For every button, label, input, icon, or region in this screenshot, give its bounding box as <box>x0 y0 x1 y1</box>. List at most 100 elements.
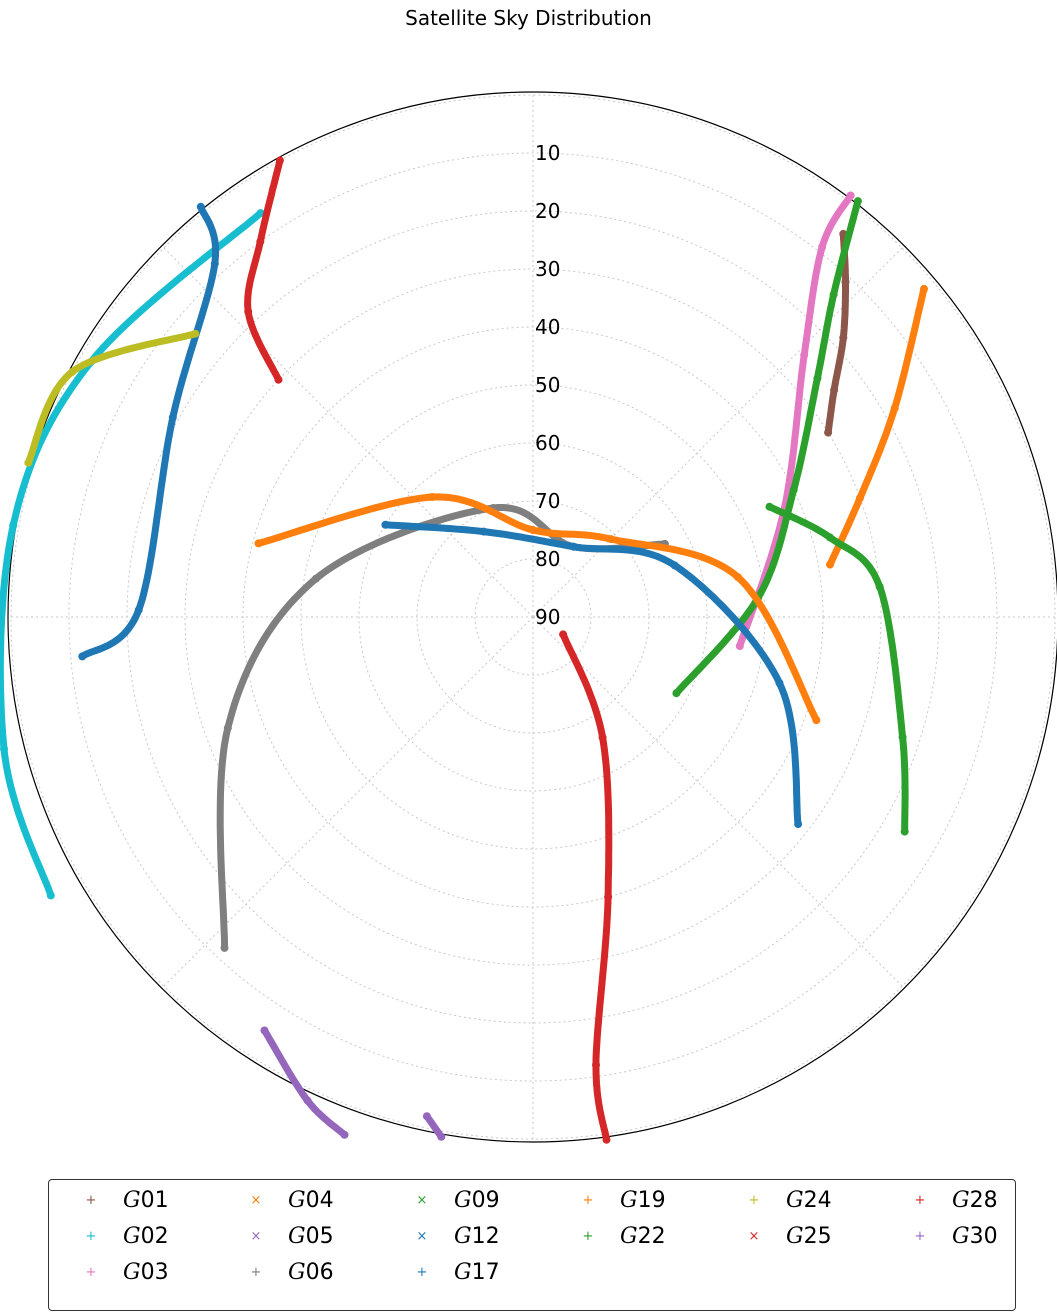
track-point-g25 <box>274 375 283 384</box>
track-point-g06 <box>311 574 320 583</box>
legend-label: G01 <box>123 1187 169 1213</box>
track-g28 <box>559 630 613 1144</box>
track-g22 <box>765 502 909 836</box>
track-point-g22 <box>875 582 884 591</box>
track-point-g28 <box>559 630 568 639</box>
track-point-g01 <box>830 386 839 395</box>
track-point-g09 <box>813 374 822 383</box>
track-point-g17 <box>168 413 177 422</box>
sky-plot: 90 80 70 60 50 40 30 20 10 <box>0 91 1057 1144</box>
legend-marker: + <box>914 1192 926 1208</box>
elevation-tick-labels: 90 80 70 60 50 40 30 20 10 <box>535 141 560 629</box>
track-point-g24 <box>191 329 200 338</box>
track-line-g17 <box>78 203 220 660</box>
track-point-g05 <box>340 1130 349 1139</box>
track-point-g30 <box>437 1132 446 1141</box>
track-point-g03 <box>800 351 809 360</box>
legend-entry-g02: + G02 <box>71 1221 169 1251</box>
track-point-g05 <box>260 1026 269 1035</box>
grid-circle <box>184 268 882 966</box>
track-point-g04 <box>856 494 864 502</box>
legend-entry-g30: + G30 <box>900 1221 998 1251</box>
track-point-g01 <box>824 428 833 437</box>
track-point-g12 <box>775 679 784 688</box>
legend-marker: + <box>748 1192 760 1208</box>
track-point-g04 <box>920 284 928 293</box>
legend-marker: + <box>582 1228 594 1244</box>
track-point-g02 <box>9 521 18 530</box>
track-point-g19 <box>606 535 615 544</box>
legend-label: G06 <box>288 1259 334 1285</box>
legend-entry-g01: + G01 <box>71 1185 169 1215</box>
legend-label: G02 <box>123 1223 169 1249</box>
track-g12 <box>381 520 803 829</box>
track-point-g17 <box>78 652 87 661</box>
track-point-g22 <box>900 827 909 836</box>
track-point-g22 <box>765 502 774 511</box>
track-point-g25 <box>275 156 284 165</box>
track-line-g04 <box>826 285 928 569</box>
polar-grid <box>7 91 1057 1143</box>
legend-label: G12 <box>454 1223 500 1249</box>
track-g05 <box>260 1026 349 1139</box>
outer-circle <box>7 91 1057 1143</box>
track-point-g03 <box>818 242 827 251</box>
track-line-g12 <box>381 521 802 828</box>
satellite-tracks <box>0 156 928 1144</box>
track-point-g24 <box>68 367 77 376</box>
track-point-g28 <box>602 1135 611 1144</box>
track-point-g09 <box>789 485 798 494</box>
legend-marker: × <box>250 1228 262 1244</box>
track-g30 <box>422 1112 446 1141</box>
track-point-g03 <box>846 191 855 200</box>
grid-circle <box>68 152 998 1082</box>
track-point-g19 <box>428 493 437 501</box>
track-point-g02 <box>256 209 265 218</box>
track-g04 <box>826 284 928 569</box>
track-point-g19 <box>734 573 742 582</box>
track-point-g22 <box>825 533 834 542</box>
legend-marker: + <box>85 1192 97 1208</box>
legend-entry-g12: × G12 <box>402 1221 500 1251</box>
track-point-g19 <box>529 526 537 534</box>
elevation-tick-label: 70 <box>535 489 560 513</box>
legend-label: G05 <box>288 1223 334 1249</box>
legend-entry-g25: × G25 <box>734 1221 832 1251</box>
track-point-g01 <box>841 277 850 286</box>
track-point-g09 <box>853 197 862 206</box>
legend-entry-g17: + G17 <box>402 1257 500 1287</box>
legend-entry-g19: + G19 <box>568 1185 666 1215</box>
legend-label: G30 <box>952 1223 998 1249</box>
legend-label: G03 <box>123 1259 169 1285</box>
legend-label: G09 <box>454 1187 500 1213</box>
legend-entry-g04: × G04 <box>236 1185 334 1215</box>
track-point-g06 <box>223 724 232 733</box>
track-point-g17 <box>196 202 205 211</box>
track-point-g02 <box>46 891 55 900</box>
elevation-tick-label: 90 <box>535 605 560 629</box>
track-point-g17 <box>134 606 143 615</box>
track-point-g04 <box>890 404 899 413</box>
legend-label: G25 <box>786 1223 832 1249</box>
legend-marker: + <box>250 1264 262 1280</box>
legend-marker: × <box>748 1228 760 1244</box>
track-point-g04 <box>826 560 834 569</box>
track-g03 <box>735 191 855 651</box>
grid-circle <box>358 442 708 792</box>
track-point-g12 <box>569 542 578 551</box>
track-point-g25 <box>244 307 253 316</box>
track-point-g12 <box>381 520 390 529</box>
track-point-g01 <box>839 333 848 342</box>
track-line-g25 <box>244 156 284 384</box>
track-point-g09 <box>829 290 838 299</box>
track-point-g05 <box>303 1096 312 1105</box>
elevation-tick-label: 30 <box>535 257 560 281</box>
legend: + G01 × G04 × G09 + G19 + G24 + G28 + G02 × G05 × G12 + G22… <box>48 1179 1016 1311</box>
track-point-g12 <box>479 527 488 536</box>
track-g25 <box>244 156 284 384</box>
legend-entry-g24: + G24 <box>734 1185 832 1215</box>
elevation-tick-label: 60 <box>535 431 560 455</box>
legend-label: G04 <box>288 1187 334 1213</box>
legend-label: G24 <box>786 1187 832 1213</box>
legend-label: G17 <box>454 1259 500 1285</box>
